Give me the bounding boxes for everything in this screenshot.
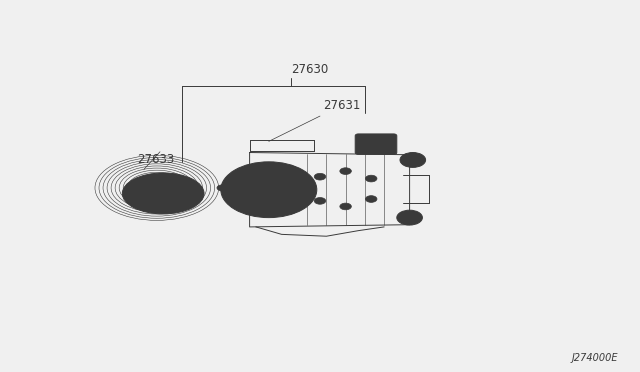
Circle shape [397,210,422,225]
Circle shape [365,175,377,182]
Text: J274000E: J274000E [571,353,618,363]
Circle shape [314,198,326,204]
Circle shape [140,182,150,187]
Circle shape [221,162,317,218]
Circle shape [234,186,246,193]
Circle shape [232,186,238,190]
Circle shape [340,203,351,210]
Circle shape [365,196,377,202]
Circle shape [224,180,256,199]
Circle shape [191,196,196,199]
Circle shape [164,178,175,184]
Circle shape [152,203,162,209]
Circle shape [314,173,326,180]
Ellipse shape [122,173,204,214]
Circle shape [340,168,351,174]
Text: 27630: 27630 [291,63,328,76]
Circle shape [285,207,297,214]
Circle shape [407,157,419,163]
Circle shape [169,207,174,210]
Circle shape [285,166,297,173]
Circle shape [130,188,135,191]
Circle shape [176,199,186,205]
Circle shape [133,194,143,200]
Text: 27631: 27631 [323,99,360,112]
Circle shape [217,185,227,191]
Circle shape [228,183,252,196]
Text: 27633: 27633 [138,153,175,166]
Circle shape [183,187,193,193]
Circle shape [404,214,415,221]
Circle shape [183,181,188,184]
Circle shape [157,190,170,197]
Circle shape [152,177,157,180]
Circle shape [400,153,426,167]
Circle shape [138,203,143,206]
FancyBboxPatch shape [355,134,397,154]
Circle shape [149,185,177,202]
